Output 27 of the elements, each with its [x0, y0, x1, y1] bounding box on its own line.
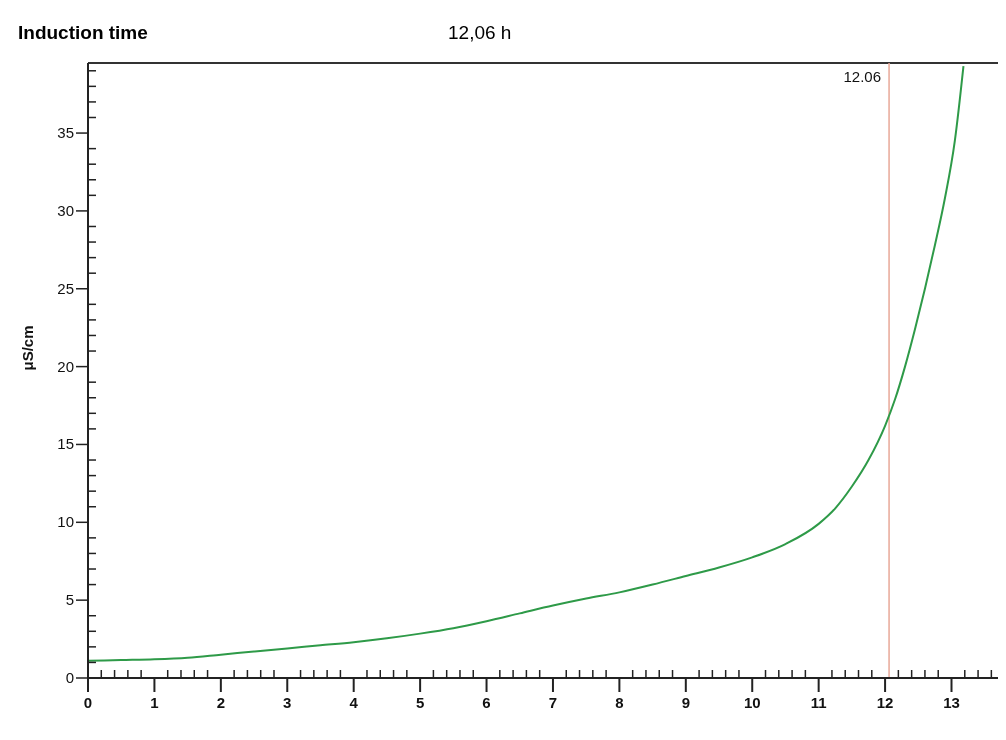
ref-line-label: 12.06 — [843, 67, 882, 85]
y-tick-label: 15 — [57, 435, 74, 453]
y-tick-label: 5 — [65, 591, 74, 609]
y-axis-title: μS/cm — [19, 325, 37, 371]
x-tick-label: 1 — [150, 694, 159, 711]
y-tick-label: 0 — [65, 669, 74, 686]
chart-subtitle: 12,06 h — [448, 22, 512, 44]
x-tick-label: 4 — [349, 694, 359, 711]
x-tick-label: 13 — [943, 694, 960, 711]
chart-title: Induction time — [18, 22, 148, 44]
y-tick-label: 10 — [57, 513, 74, 531]
x-tick-label: 8 — [615, 694, 624, 711]
x-tick-label: 10 — [743, 694, 761, 711]
x-tick-label: 7 — [548, 694, 558, 711]
x-tick-label: 3 — [283, 694, 292, 711]
y-tick-label: 25 — [57, 279, 74, 297]
x-tick-label: 0 — [83, 694, 93, 711]
x-tick-label: 9 — [681, 694, 690, 711]
x-tick-label: 11 — [810, 694, 827, 711]
y-tick-label: 35 — [57, 124, 74, 142]
y-tick-label: 30 — [57, 201, 74, 219]
x-tick-label: 5 — [415, 694, 425, 711]
x-tick-label: 12 — [876, 694, 894, 711]
x-tick-label: 2 — [216, 694, 226, 711]
x-tick-label: 6 — [482, 694, 491, 711]
y-tick-label: 20 — [57, 357, 74, 375]
line-series — [88, 65, 965, 662]
